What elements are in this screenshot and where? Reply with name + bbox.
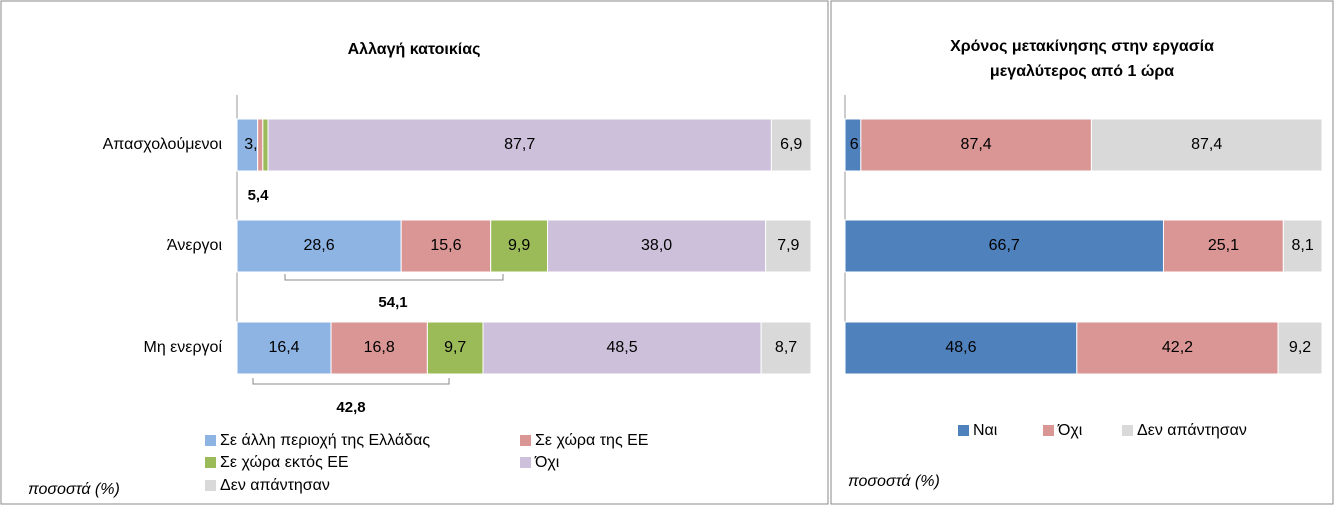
category-label: Άνεργοι <box>167 237 223 254</box>
data-label: 28,6 <box>304 237 335 254</box>
legend-swatch <box>205 457 216 468</box>
data-label: 38,0 <box>641 237 672 254</box>
legend-swatch <box>958 425 969 436</box>
bar-segment <box>257 118 264 172</box>
data-label: 87,7 <box>504 136 535 153</box>
bar-segment <box>765 219 812 273</box>
legend-swatch <box>520 457 531 468</box>
bar-segment <box>844 321 1078 375</box>
data-label: 87,4 <box>1191 136 1222 153</box>
data-label: 42,2 <box>1162 339 1193 356</box>
legend-label: Σε χώρα εκτός ΕΕ <box>220 454 349 471</box>
annotation: 5,4 <box>248 187 270 204</box>
data-label: 16,4 <box>268 339 299 356</box>
legend-label: Σε άλλη περιοχή της Ελλάδας <box>220 432 430 449</box>
bar-segment <box>547 219 767 273</box>
legend-label: Ναι <box>973 422 998 439</box>
legend-swatch <box>520 435 531 446</box>
category-label: Απασχολούμενοι <box>103 136 223 153</box>
bar-segment <box>1076 321 1279 375</box>
legend-label: Δεν απάντησαν <box>1137 422 1247 439</box>
bar-segment <box>770 118 812 172</box>
data-label: 9,7 <box>444 339 466 356</box>
bar-segment <box>1090 118 1323 172</box>
data-label: 15,6 <box>430 237 461 254</box>
bracket <box>252 378 450 385</box>
bar-segment <box>1277 321 1323 375</box>
legend-swatch <box>205 435 216 446</box>
annotation: 42,8 <box>336 399 365 416</box>
data-label: 8,7 <box>775 339 797 356</box>
legend-label: Σε χώρα της ΕΕ <box>535 432 648 449</box>
data-label: 25,1 <box>1208 237 1239 254</box>
legend-label: Δεν απάντησαν <box>220 477 330 494</box>
data-label: 66,7 <box>989 237 1020 254</box>
bar-segment <box>482 321 762 375</box>
data-label: 6,9 <box>780 136 802 153</box>
bar-segment <box>400 219 492 273</box>
bar-segment <box>1282 219 1323 273</box>
data-label: 8,1 <box>1292 237 1314 254</box>
bar-segment <box>760 321 812 375</box>
data-label: 7,9 <box>777 237 799 254</box>
legend-swatch <box>205 480 216 491</box>
note: ποσοστά (%) <box>28 481 120 498</box>
bar-segment <box>860 118 1092 172</box>
annotation: 54,1 <box>378 294 407 311</box>
legend-swatch <box>1043 425 1054 436</box>
data-label: 16,8 <box>364 339 395 356</box>
chart-title: μεγαλύτερος από 1 ώρα <box>990 63 1174 80</box>
bar-segment <box>236 321 332 375</box>
chart-title: Αλλαγή κατοικίας <box>348 41 481 58</box>
category-label: Μη ενεργοί <box>144 339 223 356</box>
legend-swatch <box>1122 425 1133 436</box>
data-label: 9,2 <box>1289 339 1311 356</box>
bar-segment <box>330 321 428 375</box>
data-label: 48,5 <box>606 339 637 356</box>
bar-segment <box>236 219 402 273</box>
data-label: 87,4 <box>961 136 992 153</box>
data-label: 9,9 <box>508 237 530 254</box>
bar-segment <box>844 219 1164 273</box>
bar-segment <box>426 321 484 375</box>
legend-label: Όχι <box>1057 422 1083 439</box>
bar-segment <box>262 118 269 172</box>
bar-segment <box>267 118 772 172</box>
legend-label: Όχι <box>534 454 560 471</box>
bar-segment <box>490 219 549 273</box>
bracket <box>284 274 504 281</box>
chart-title: Χρόνος μετακίνησης στην εργασία <box>950 38 1214 55</box>
note: ποσοστά (%) <box>848 473 940 490</box>
bar-segment <box>1162 219 1284 273</box>
data-label: 48,6 <box>945 339 976 356</box>
